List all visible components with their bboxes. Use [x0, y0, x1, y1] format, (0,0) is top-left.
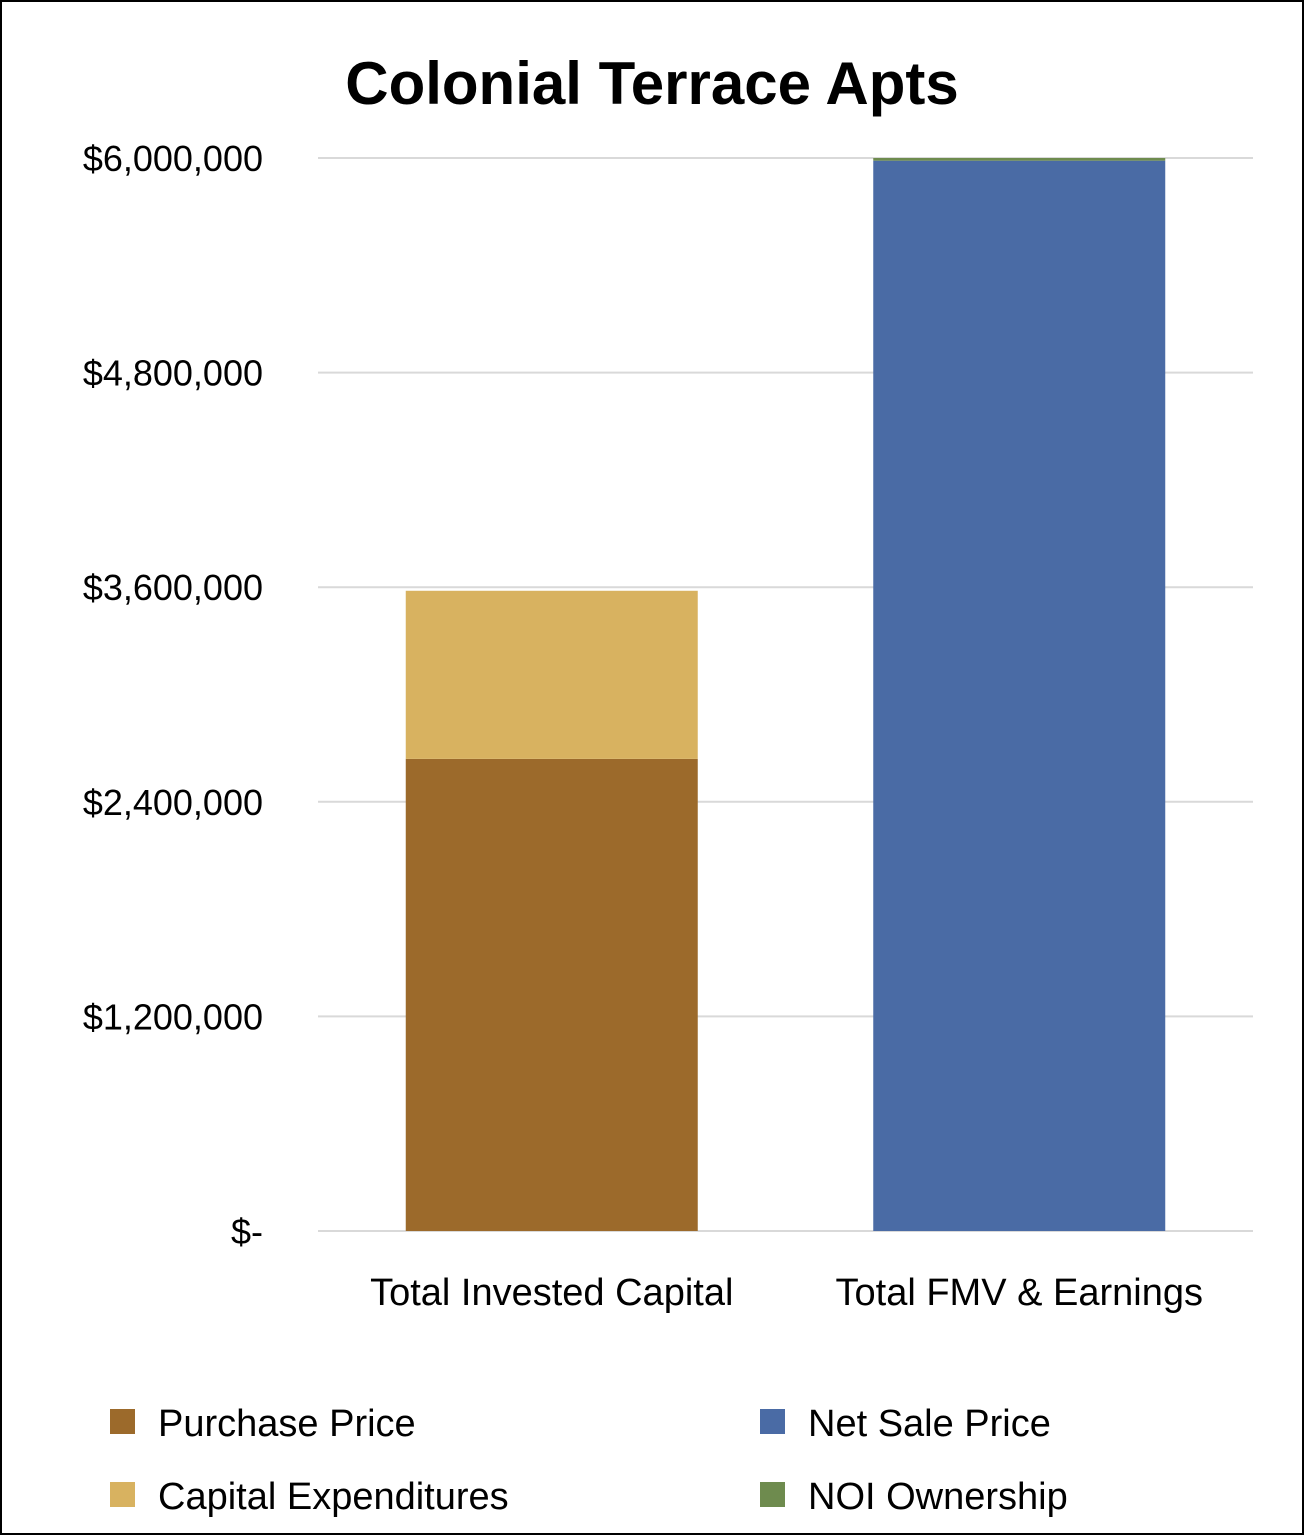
x-category-label: Total Invested Capital: [370, 1272, 733, 1314]
y-tick-label: $1,200,000: [83, 996, 263, 1037]
legend-label: Capital Expenditures: [158, 1476, 509, 1518]
x-category-label: Total FMV & Earnings: [836, 1272, 1203, 1314]
y-tick-label: $6,000,000: [83, 138, 263, 179]
bar-noi-ownership: [873, 158, 1166, 161]
legend-swatch: [110, 1409, 135, 1434]
legend-label: NOI Ownership: [808, 1476, 1068, 1518]
bar-capital-expenditures: [405, 590, 698, 759]
x-axis-categories: Total Invested Capital Total FMV & Earnin…: [370, 1272, 1203, 1314]
y-axis-ticks: $- $1,200,000 $2,400,000 $3,600,000 $4,800,0…: [83, 138, 263, 1252]
bars: [405, 158, 1166, 1231]
legend-swatch: [760, 1409, 785, 1434]
bar-net-sale-price: [873, 160, 1166, 1231]
y-tick-label: $-: [231, 1211, 263, 1252]
y-tick-label: $2,400,000: [83, 782, 263, 823]
y-tick-label: $4,800,000: [83, 353, 263, 394]
chart-title: Colonial Terrace Apts: [345, 50, 958, 117]
legend-label: Net Sale Price: [808, 1403, 1051, 1445]
legend-swatch: [110, 1482, 135, 1507]
legend-label: Purchase Price: [158, 1403, 416, 1445]
legend: Purchase Price Net Sale Price Capital Expe…: [110, 1403, 1068, 1518]
bar-purchase-price: [405, 758, 698, 1231]
legend-swatch: [760, 1482, 785, 1507]
y-tick-label: $3,600,000: [83, 567, 263, 608]
